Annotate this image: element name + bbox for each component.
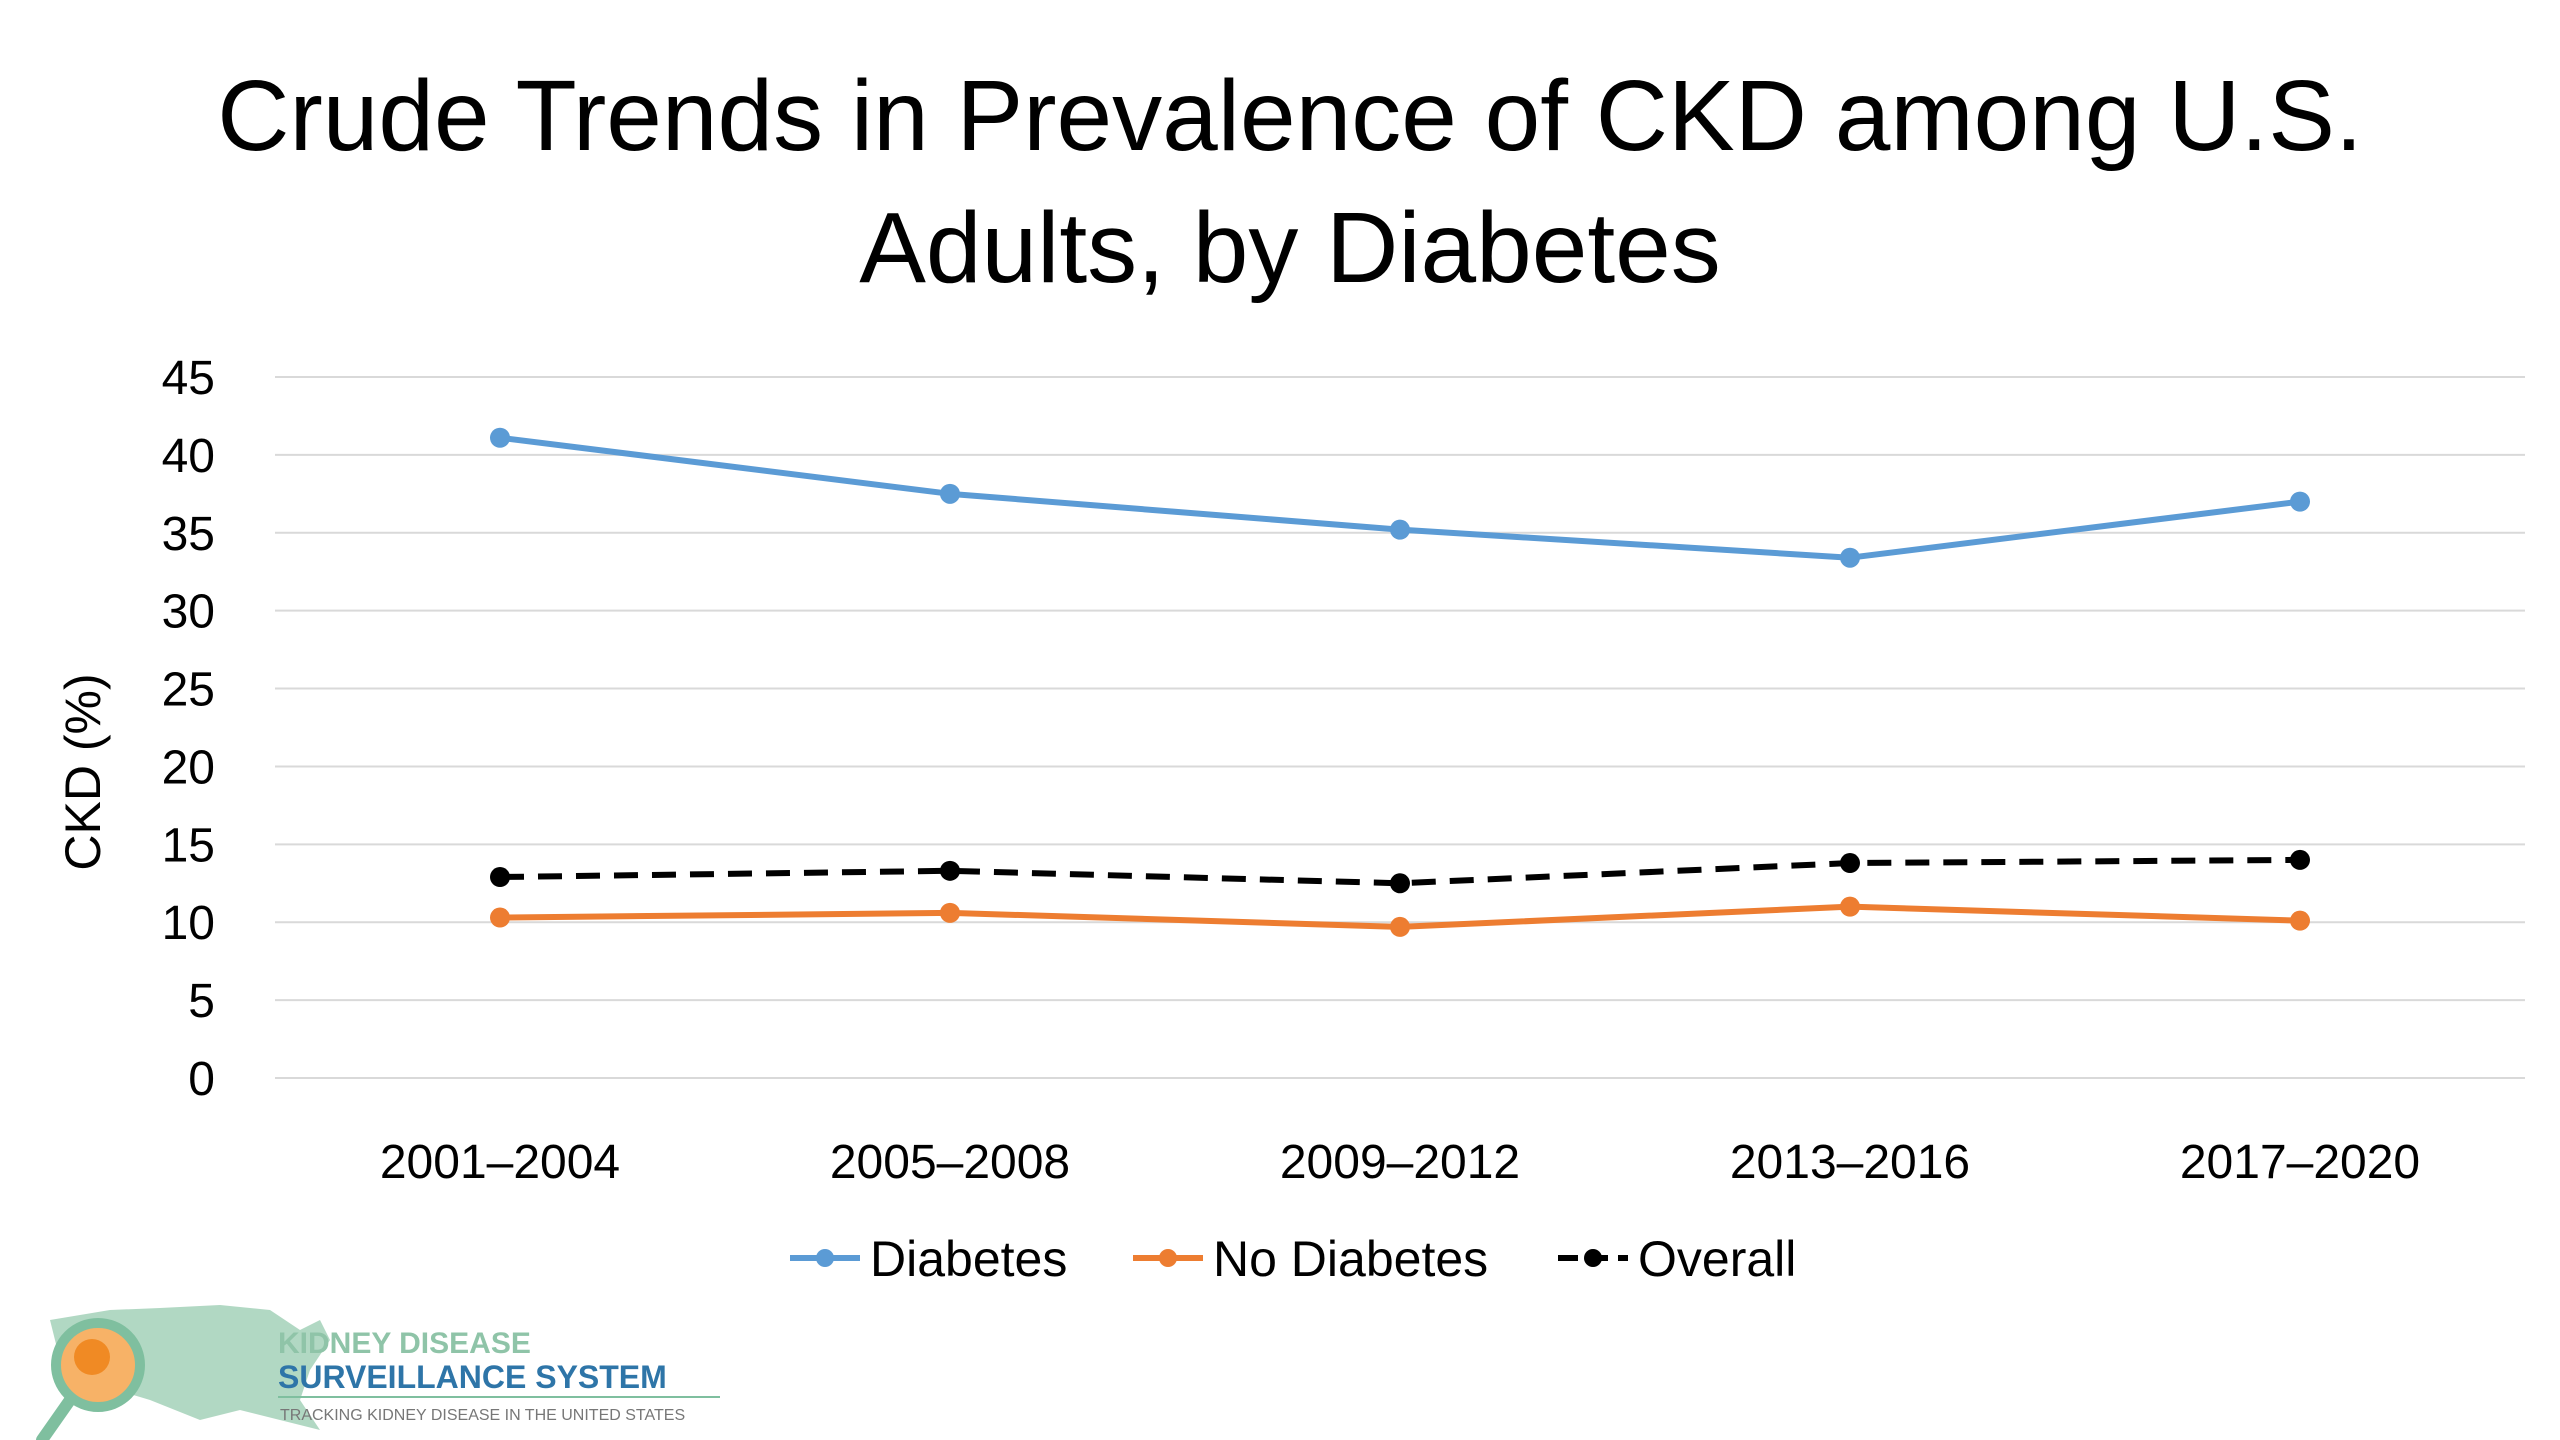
- y-tick-label: 40: [162, 430, 215, 483]
- legend-swatch-marker: [1584, 1249, 1602, 1267]
- chart-title-line-2: Adults, by Diabetes: [859, 192, 1721, 304]
- logo-line-2: SURVEILLANCE SYSTEM: [278, 1359, 667, 1395]
- x-tick-label: 2001–2004: [380, 1136, 620, 1189]
- legend-swatch-marker: [1159, 1249, 1177, 1267]
- series-no-diabetes: [490, 896, 2310, 937]
- legend-item: No Diabetes: [1133, 1231, 1488, 1287]
- data-point: [940, 483, 960, 504]
- data-point: [1840, 853, 1860, 874]
- x-tick-label: 2017–2020: [2180, 1136, 2420, 1189]
- series-line: [499, 856, 2301, 887]
- data-point: [1390, 873, 1410, 894]
- data-point: [1840, 896, 1860, 917]
- data-point: [1390, 519, 1410, 540]
- data-point: [490, 427, 510, 448]
- data-point: [1840, 547, 1860, 568]
- data-point: [2290, 491, 2310, 512]
- series-diabetes: [490, 427, 2310, 568]
- y-tick-label: 15: [162, 819, 215, 872]
- legend-swatch-marker: [816, 1249, 834, 1267]
- data-point: [940, 902, 960, 923]
- y-tick-label: 35: [162, 508, 215, 561]
- data-point: [940, 860, 960, 881]
- plot-series: [490, 427, 2310, 937]
- legend-item: Overall: [1558, 1231, 1796, 1287]
- series-overall: [490, 849, 2310, 894]
- x-tick-label: 2009–2012: [1280, 1136, 1520, 1189]
- x-axis-ticks: 2001–2004 2005–2008 2009–2012 2013–2016 2017…: [380, 1136, 2420, 1189]
- legend-label: Overall: [1638, 1231, 1796, 1287]
- data-point: [1390, 916, 1410, 937]
- magnifier-handle-icon: [36, 1394, 76, 1440]
- legend-label: Diabetes: [870, 1231, 1067, 1287]
- y-tick-label: 5: [188, 975, 215, 1028]
- y-tick-label: 25: [162, 664, 215, 717]
- logo-line-1: KIDNEY DISEASE: [278, 1327, 531, 1360]
- logo-line-3: TRACKING KIDNEY DISEASE IN THE UNITED ST…: [280, 1407, 685, 1424]
- y-tick-label: 20: [162, 741, 215, 794]
- x-tick-label: 2013–2016: [1730, 1136, 1970, 1189]
- y-tick-label: 45: [162, 352, 215, 405]
- legend-label: No Diabetes: [1213, 1231, 1488, 1287]
- data-point: [490, 907, 510, 928]
- data-point: [2290, 910, 2310, 931]
- legend: Diabetes No Diabetes Overall: [790, 1231, 1796, 1287]
- y-tick-label: 10: [162, 897, 215, 950]
- y-axis-title: CKD (%): [55, 673, 111, 870]
- gridlines: [275, 376, 2525, 1079]
- data-point: [490, 867, 510, 888]
- legend-item: Diabetes: [790, 1231, 1067, 1287]
- kdss-logo: KIDNEY DISEASE SURVEILLANCE SYSTEM TRACK…: [36, 1305, 720, 1440]
- kidney-icon: [74, 1339, 110, 1375]
- y-tick-label: 30: [162, 586, 215, 639]
- x-tick-label: 2005–2008: [830, 1136, 1070, 1189]
- data-point: [2290, 849, 2310, 870]
- chart-title-line-1: Crude Trends in Prevalence of CKD among …: [217, 60, 2362, 172]
- y-tick-label: 0: [188, 1053, 215, 1106]
- y-axis-ticks: 0 5 10 15 20 25 30 35 40 45: [162, 352, 215, 1106]
